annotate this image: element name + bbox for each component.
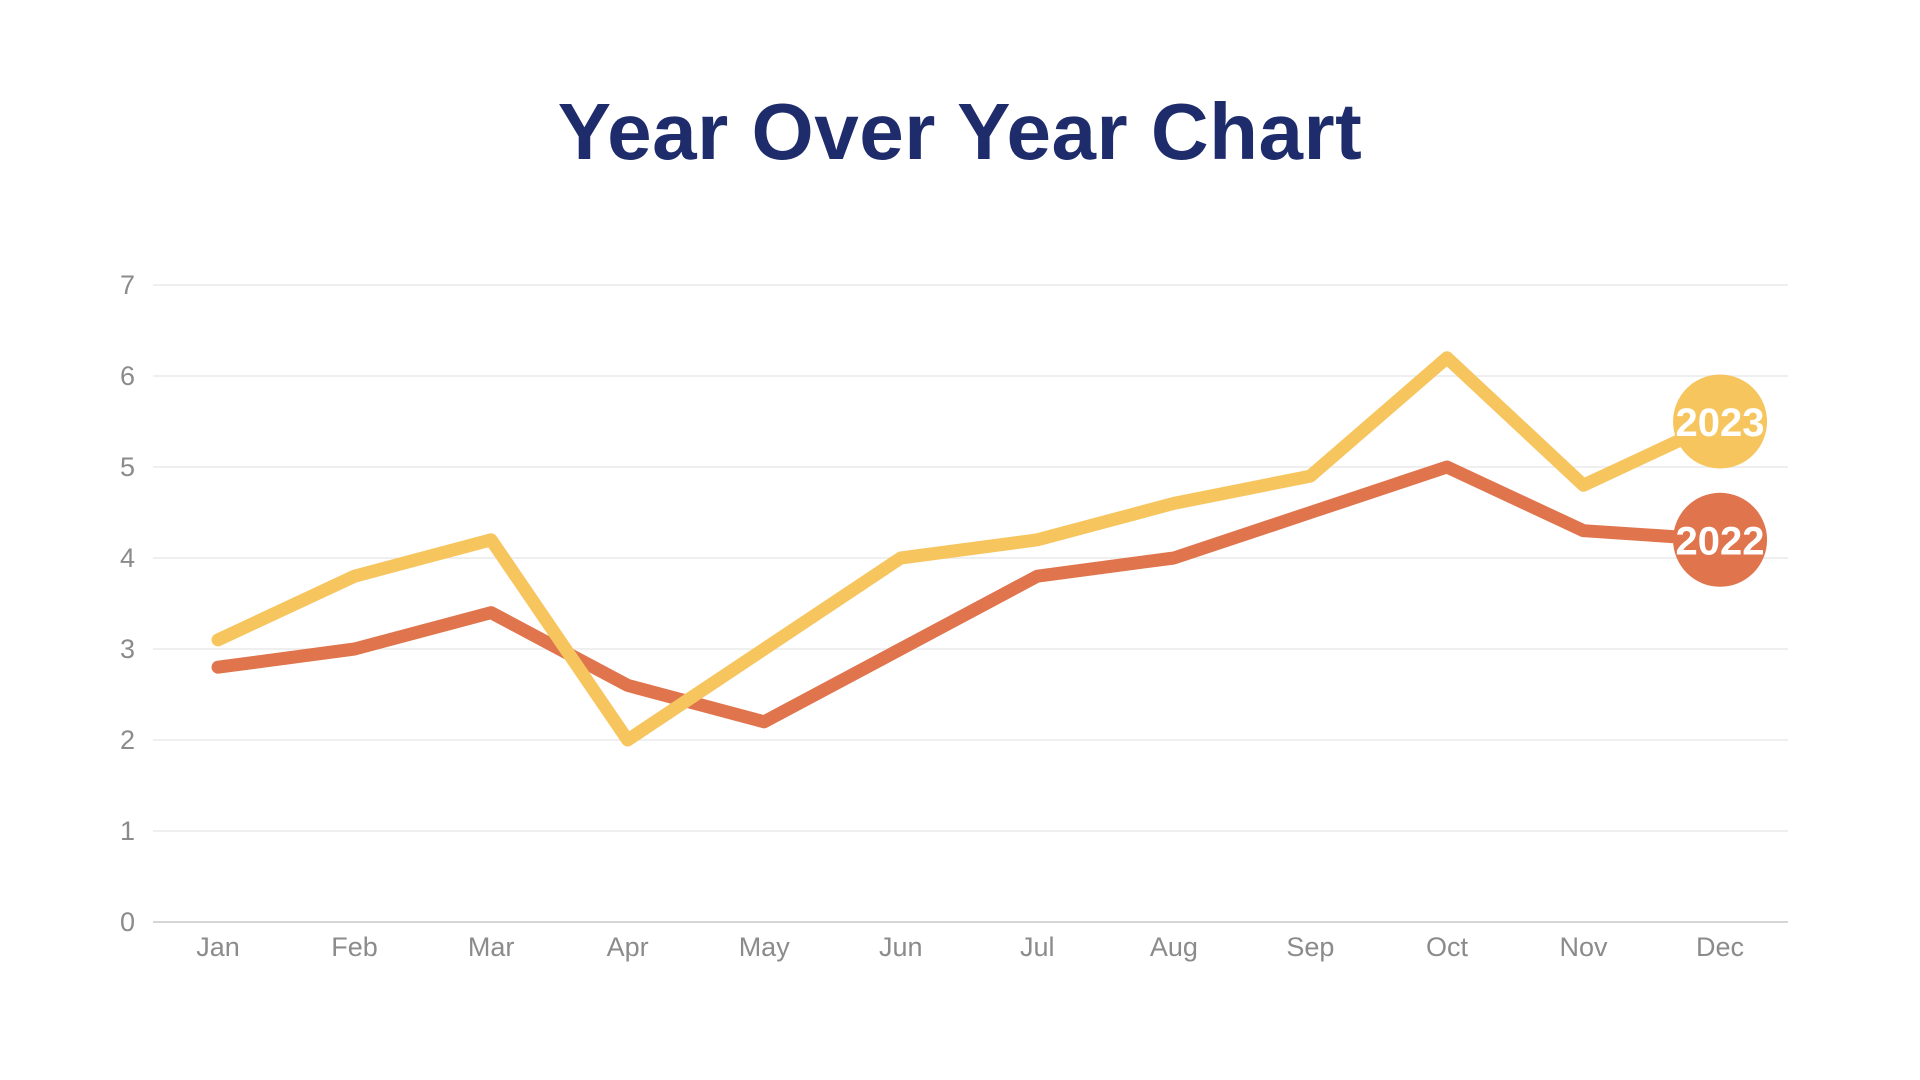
chart-title: Year Over Year Chart [557, 87, 1363, 176]
y-tick-label: 1 [120, 816, 135, 846]
x-tick-label: Nov [1559, 932, 1608, 962]
x-tick-label: Aug [1150, 932, 1198, 962]
series-line-2023 [211, 351, 1727, 747]
x-tick-label: May [739, 932, 791, 962]
series-line-2022 [211, 460, 1727, 729]
y-tick-label: 3 [120, 634, 135, 664]
y-tick-label: 4 [120, 543, 135, 573]
x-tick-label: Sep [1286, 932, 1334, 962]
y-tick-label: 7 [120, 270, 135, 300]
y-tick-label: 2 [120, 725, 135, 755]
y-tick-label: 6 [120, 361, 135, 391]
series-badge-label-2023: 2023 [1676, 401, 1765, 445]
y-tick-label: 0 [120, 907, 135, 937]
x-tick-label: Feb [331, 932, 378, 962]
series-badge-2023 [1673, 374, 1768, 469]
series-badge-2022 [1673, 492, 1768, 587]
x-tick-label: Jul [1020, 932, 1055, 962]
x-tick-label: Dec [1696, 932, 1744, 962]
x-tick-label: Apr [607, 932, 649, 962]
y-tick-label: 5 [120, 452, 135, 482]
x-tick-label: Oct [1426, 932, 1469, 962]
series-badge-label-2022: 2022 [1676, 519, 1765, 563]
x-tick-label: Jun [879, 932, 923, 962]
x-tick-label: Mar [468, 932, 515, 962]
x-tick-label: Jan [196, 932, 240, 962]
